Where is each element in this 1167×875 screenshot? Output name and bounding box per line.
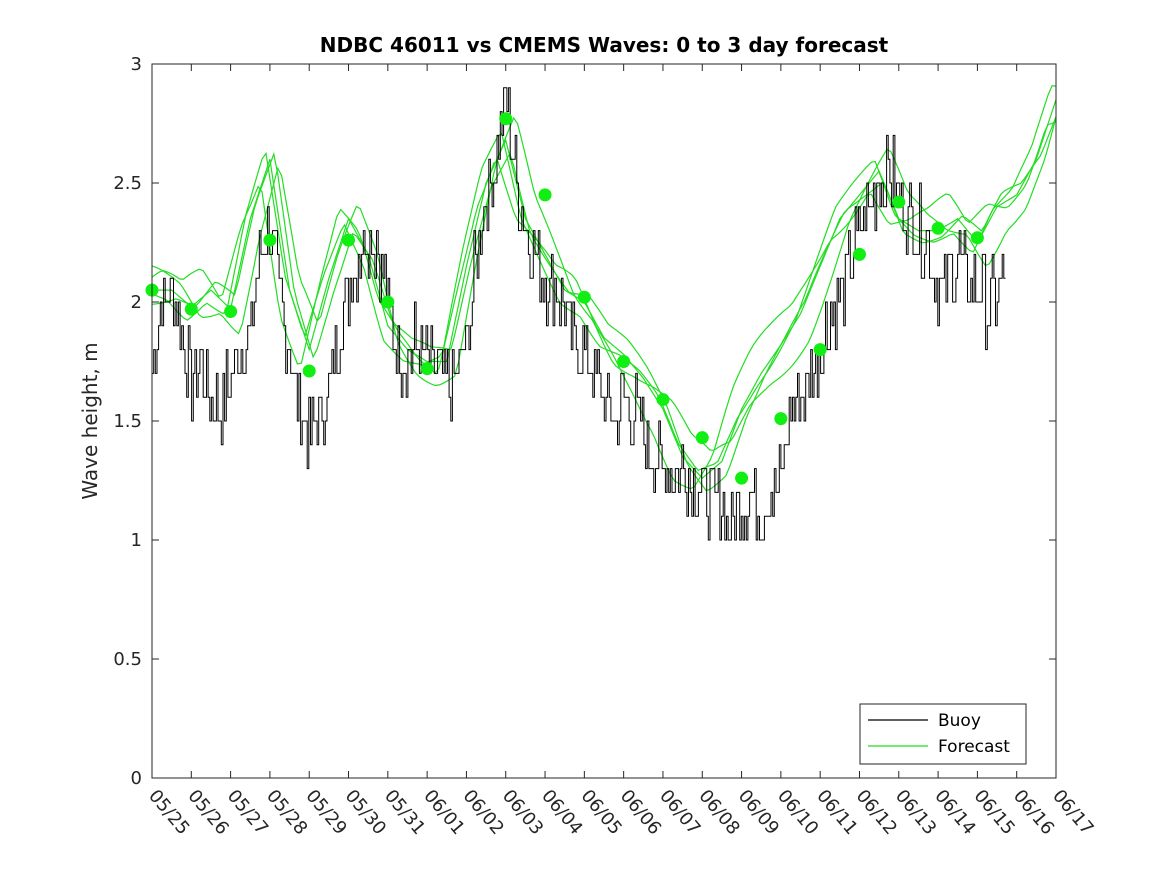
- forecast-line: [151, 116, 1057, 492]
- forecast-marker: [617, 355, 631, 368]
- x-tick-label: 05/30: [341, 786, 390, 839]
- forecast-marker: [892, 195, 906, 209]
- forecast-marker: [813, 343, 827, 357]
- forecast-marker: [852, 247, 866, 261]
- x-tick-label: 06/12: [852, 786, 901, 839]
- series-layer: [151, 85, 1057, 541]
- legend-box: [859, 703, 1027, 765]
- y-axis: 0 0.5 1 1.5 2 2.5 3: [113, 54, 1056, 789]
- legend: Buoy Forecast: [859, 703, 1027, 765]
- forecast-marker: [420, 362, 434, 376]
- forecast-marker: [302, 364, 316, 378]
- forecast-marker: [735, 471, 749, 485]
- y-tick-label: 0.5: [113, 649, 142, 670]
- x-tick-label: 06/01: [419, 786, 468, 839]
- x-tick-label: 06/13: [891, 786, 940, 839]
- forecast-marker: [538, 188, 552, 202]
- forecast-marker: [970, 231, 984, 245]
- x-tick-label: 06/07: [655, 786, 704, 839]
- forecast-marker: [577, 290, 591, 304]
- x-tick-label: 06/16: [1009, 786, 1058, 839]
- x-tick-label: 05/26: [183, 786, 232, 839]
- forecast-marker: [931, 221, 945, 235]
- forecast-marker: [184, 302, 198, 316]
- x-tick-label: 05/31: [380, 786, 429, 839]
- forecast-marker: [499, 112, 513, 126]
- forecast-marker: [695, 431, 709, 445]
- x-tick-label: 06/08: [694, 786, 743, 839]
- x-tick-label: 05/28: [262, 786, 311, 839]
- legend-forecast-label: Forecast: [938, 737, 1010, 757]
- y-tick-label: 0: [131, 768, 142, 789]
- x-tick-label: 06/06: [616, 786, 665, 839]
- buoy-line: [152, 87, 1006, 541]
- forecast-marker: [224, 305, 238, 319]
- forecast-marker: [656, 393, 670, 407]
- x-tick-label: 05/25: [144, 786, 193, 839]
- y-axis-label: Wave height, m: [78, 342, 102, 499]
- x-tick-label: 06/03: [498, 786, 547, 839]
- x-tick-label: 06/14: [930, 786, 979, 839]
- y-tick-label: 1.5: [113, 411, 142, 432]
- y-tick-label: 2.5: [113, 173, 142, 194]
- forecast-line: [151, 121, 1057, 490]
- forecast-marker: [381, 295, 395, 309]
- x-tick-label: 05/27: [223, 786, 272, 839]
- x-tick-label: 06/05: [577, 786, 626, 839]
- forecast-marker: [774, 412, 788, 426]
- forecast-line: [151, 85, 1057, 472]
- x-tick-label: 06/17: [1048, 786, 1097, 839]
- x-tick-label: 06/04: [537, 786, 586, 839]
- x-tick-label: 06/09: [734, 786, 783, 839]
- x-tick-label: 06/10: [773, 786, 822, 839]
- x-tick-label: 05/29: [301, 786, 350, 839]
- forecast-line: [151, 116, 1057, 451]
- x-tick-label: 06/15: [970, 786, 1019, 839]
- chart-title: NDBC 46011 vs CMEMS Waves: 0 to 3 day fo…: [320, 33, 889, 57]
- forecast-marker: [263, 233, 277, 247]
- x-tick-label: 06/11: [812, 786, 861, 839]
- legend-buoy-label: Buoy: [938, 711, 981, 731]
- forecast-marker: [342, 233, 356, 247]
- y-tick-label: 1: [131, 530, 142, 551]
- x-tick-label: 06/02: [459, 786, 508, 839]
- y-tick-label: 3: [131, 54, 142, 75]
- y-tick-label: 2: [131, 292, 142, 313]
- marker-layer: [145, 112, 984, 485]
